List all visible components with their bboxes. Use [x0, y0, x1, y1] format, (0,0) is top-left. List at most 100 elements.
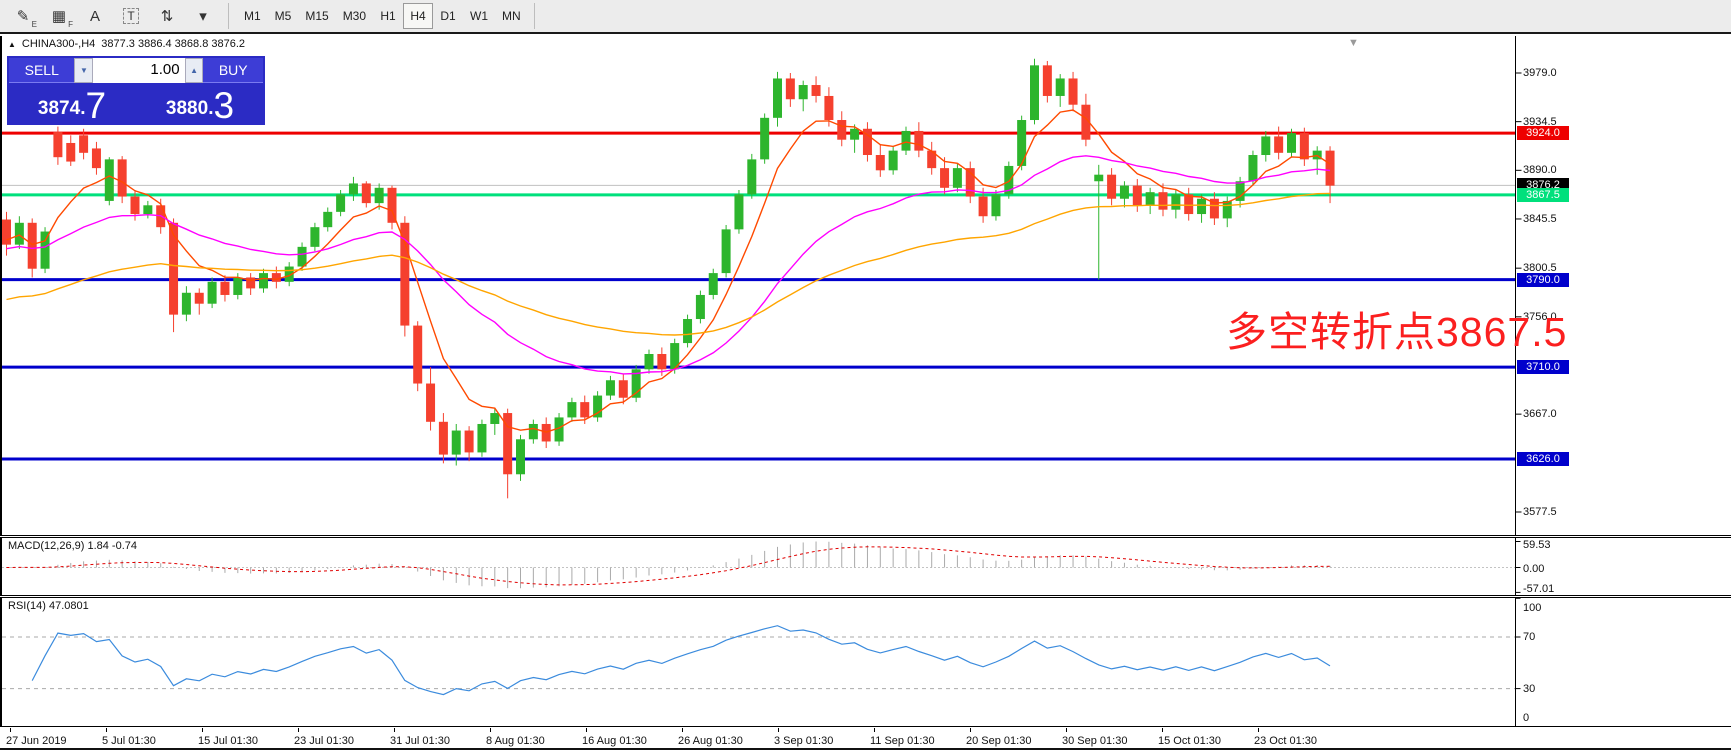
draw-objects-icon: ✎ — [16, 8, 30, 25]
icon-subscript: E — [31, 20, 37, 29]
price-axis-tick: 3800.5 — [1523, 262, 1557, 275]
time-axis-tick — [394, 728, 395, 732]
rsi-axis-tick: 30 — [1523, 682, 1536, 695]
symbol-marker-icon: ▲ — [8, 39, 16, 49]
time-axis-tick — [106, 728, 107, 732]
macd-label: MACD(12,26,9) 1.84 -0.74 — [8, 540, 138, 552]
price-chart-panel[interactable]: ▲ CHINA300-,H4 3877.3 3886.4 3868.8 3876… — [0, 36, 1731, 536]
timeframe-button-m30[interactable]: M30 — [342, 9, 367, 23]
grid-icon: ▦ — [51, 8, 67, 25]
toolbar-separator — [533, 3, 535, 29]
volume-increase-button[interactable]: ▲ — [184, 58, 204, 83]
sell-price-dot: . — [80, 98, 86, 119]
buy-price[interactable]: 3880 . 3 — [137, 85, 263, 125]
textbox-icon[interactable]: T — [114, 3, 148, 29]
buy-price-dot: . — [208, 98, 214, 119]
candlestick-chart[interactable] — [2, 36, 1731, 535]
macd-axis-tick: 59.53 — [1523, 539, 1551, 551]
bottom-divider — [0, 748, 1731, 750]
rsi-indicator-panel[interactable]: RSI(14) 47.0801 100 70 30 0 — [0, 597, 1731, 727]
price-line-label: 3790.0 — [1517, 272, 1569, 287]
price-axis-tick: 3756.0 — [1523, 310, 1557, 323]
text-icon[interactable]: A — [78, 3, 112, 29]
buy-button[interactable]: BUY — [203, 58, 263, 83]
time-axis-label: 20 Sep 01:30 — [966, 735, 1032, 747]
time-axis-label: 3 Sep 01:30 — [774, 735, 834, 747]
sell-button[interactable]: SELL — [9, 58, 75, 83]
sell-price-main: 3874 — [37, 98, 81, 119]
rsi-axis-tick: 70 — [1523, 631, 1536, 643]
price-axis-tick: 3934.5 — [1523, 115, 1557, 128]
time-axis-tick — [874, 728, 875, 732]
price-axis-tick: 3667.0 — [1523, 408, 1557, 421]
price-line-label: 3710.0 — [1517, 360, 1569, 375]
arrange-icon: ⇅ — [160, 8, 174, 25]
sell-price-big-digit: 7 — [85, 85, 107, 126]
timeframe-button-h1[interactable]: H1 — [380, 9, 396, 23]
time-axis-tick — [1258, 728, 1259, 732]
time-axis-label: 16 Aug 01:30 — [582, 735, 647, 747]
ohlc-values: 3877.3 3886.4 3868.8 3876.2 — [101, 38, 246, 50]
icon-subscript: F — [68, 20, 73, 29]
time-axis-label: 5 Jul 01:30 — [102, 735, 156, 747]
timeframe-button-m5[interactable]: M5 — [274, 9, 292, 23]
rsi-label: RSI(14) 47.0801 — [8, 600, 89, 612]
symbol-ohlc-line: ▲ CHINA300-,H4 3877.3 3886.4 3868.8 3876… — [8, 38, 245, 50]
toolbar-icon-group: ✎ E ▦ F A T ⇅ ▾ — [6, 3, 222, 30]
volume-decrease-button[interactable]: ▼ — [74, 58, 94, 83]
macd-axis-tick: 0.00 — [1523, 562, 1545, 575]
timeframe-button-m15[interactable]: M15 — [305, 9, 329, 23]
time-axis-label: 11 Sep 01:30 — [870, 735, 935, 747]
macd-indicator-panel[interactable]: MACD(12,26,9) 1.84 -0.74 59.53 0.00 -57.01 — [0, 537, 1731, 596]
time-axis-tick — [778, 728, 779, 732]
time-axis-tick — [586, 728, 587, 732]
dropdown-caret-icon: ▾ — [199, 8, 207, 25]
chart-shift-marker-icon: ▼ — [1348, 37, 1359, 49]
timeframe-button-mn[interactable]: MN — [502, 9, 521, 23]
dropdown-caret-icon[interactable]: ▾ — [186, 3, 220, 29]
one-click-trading-widget: SELL ▼ 1.00 ▲ BUY 3874 . 7 3880 . 3 — [7, 56, 265, 125]
price-axis-tick: 3845.5 — [1523, 212, 1557, 225]
price-line-label: 3867.5 — [1517, 187, 1569, 202]
time-axis-tick — [10, 728, 11, 732]
timeframe-button-h4[interactable]: H4 — [403, 3, 434, 29]
time-axis-label: 27 Jun 2019 — [6, 735, 67, 747]
symbol-name: CHINA300-,H4 — [21, 38, 96, 50]
time-axis-tick — [490, 728, 491, 732]
price-axis-tick: 3979.0 — [1523, 67, 1557, 79]
buy-price-big-digit: 3 — [213, 85, 235, 126]
time-axis-tick — [682, 728, 683, 732]
arrange-icon[interactable]: ⇅ — [150, 3, 184, 29]
time-axis-tick — [1066, 728, 1067, 732]
time-axis-label: 8 Aug 01:30 — [486, 735, 545, 747]
time-axis-tick — [298, 728, 299, 732]
time-axis-label: 15 Jul 01:30 — [198, 735, 258, 747]
time-axis-label: 15 Oct 01:30 — [1158, 735, 1221, 747]
grid-icon[interactable]: ▦ F — [42, 3, 76, 29]
timeframe-button-d1[interactable]: D1 — [440, 9, 456, 23]
timeframe-button-group: M1 M5 M15 M30 H1 H4 D1 W1 MN — [237, 3, 528, 29]
volume-input[interactable]: 1.00 — [93, 58, 185, 83]
time-axis-tick — [202, 728, 203, 732]
timeframe-button-w1[interactable]: W1 — [470, 9, 489, 23]
price-line-label: 3924.0 — [1517, 126, 1569, 141]
time-axis-label: 31 Jul 01:30 — [390, 735, 450, 747]
buy-price-main: 3880 — [165, 98, 209, 119]
timeframe-button-m1[interactable]: M1 — [244, 9, 261, 23]
draw-objects-icon[interactable]: ✎ E — [6, 3, 40, 29]
rsi-axis-tick: 100 — [1523, 602, 1542, 614]
textbox-icon: T — [123, 8, 139, 24]
time-axis-label: 26 Aug 01:30 — [678, 735, 743, 747]
time-axis-label: 23 Jul 01:30 — [294, 735, 354, 747]
time-axis-tick — [970, 728, 971, 732]
toolbar: ✎ E ▦ F A T ⇅ ▾ M1 M5 M15 M30 H1 H4 D1 W1 MN — [0, 0, 1731, 34]
pivot-annotation-text: 多空转折点3867.5 — [1226, 309, 1568, 355]
price-line-label: 3626.0 — [1517, 451, 1569, 466]
time-axis-tick — [1162, 728, 1163, 732]
macd-chart — [2, 538, 1521, 595]
toolbar-separator — [228, 3, 229, 29]
macd-axis-tick: -57.01 — [1523, 583, 1555, 595]
rsi-axis-tick: 0 — [1523, 712, 1530, 724]
sell-price[interactable]: 3874 . 7 — [9, 85, 137, 125]
